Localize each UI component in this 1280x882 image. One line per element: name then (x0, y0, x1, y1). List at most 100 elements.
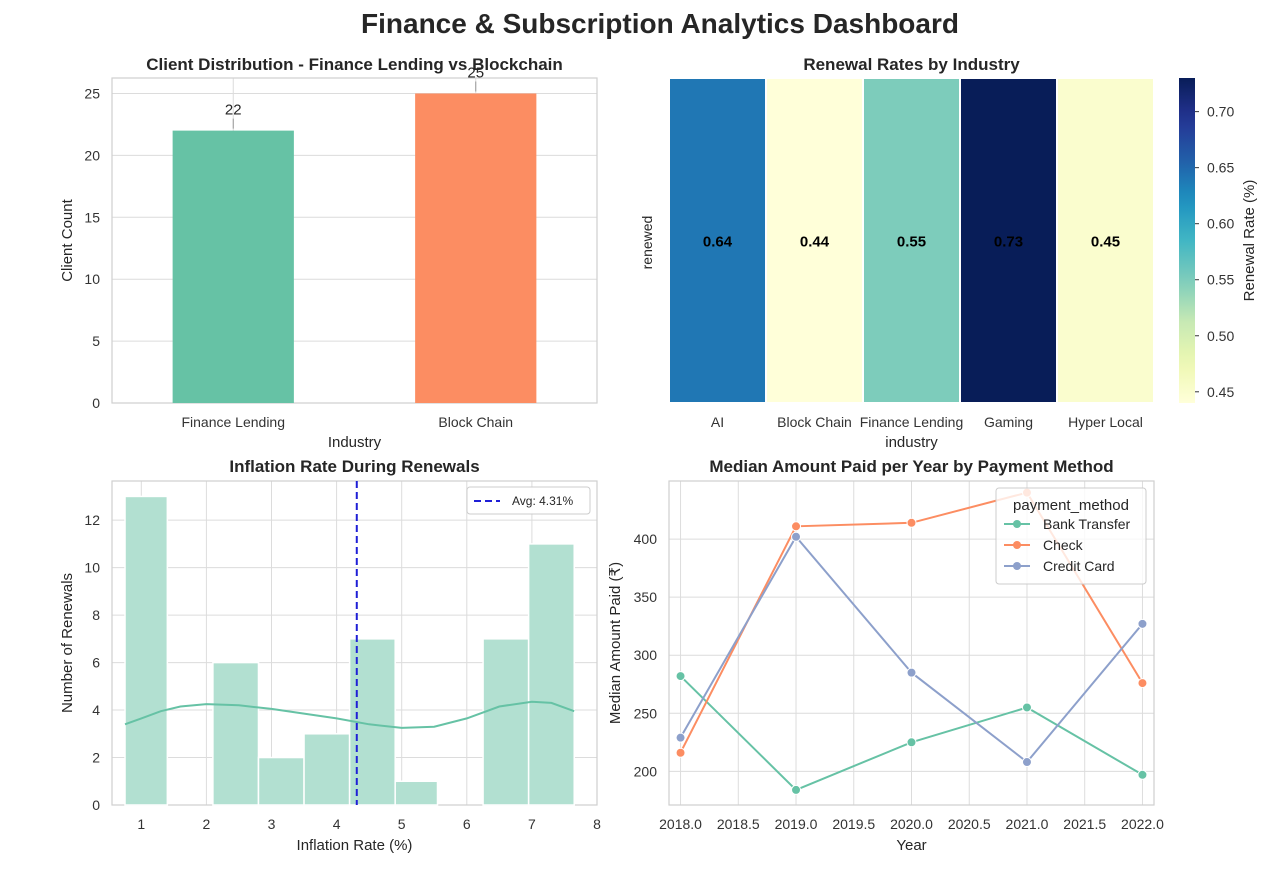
legend-label: Check (1043, 537, 1084, 553)
heatmap-cell (1056, 77, 1155, 404)
x-tick-label: 5 (398, 816, 406, 832)
y-tick-label: 200 (634, 763, 658, 779)
legend-label: Avg: 4.31% (512, 494, 573, 508)
x-axis-label: Year (896, 837, 926, 854)
histogram-bar (394, 780, 439, 806)
legend-label: Bank Transfer (1043, 516, 1130, 532)
x-tick-label: 1 (137, 816, 145, 832)
data-point (791, 784, 802, 795)
x-tick-label: 8 (593, 816, 601, 832)
x-tick-label: Hyper Local (1068, 414, 1143, 430)
data-point (675, 732, 686, 743)
colorbar-label: Renewal Rate (%) (1241, 180, 1258, 302)
plot-frame (668, 480, 1155, 806)
histogram-bar (482, 638, 530, 806)
legend-marker-dot (1013, 541, 1021, 549)
data-point (675, 671, 686, 682)
colorbar-tick-label: 0.50 (1207, 328, 1234, 344)
x-tick-label: 2020.5 (948, 816, 991, 832)
kde-line (124, 700, 575, 729)
cell-value-label: 0.55 (897, 234, 926, 251)
heatmap-cell (765, 77, 864, 404)
x-tick-label: Block Chain (777, 414, 852, 430)
y-tick-label: 25 (84, 85, 100, 101)
heatmap-cell (862, 77, 961, 404)
y-tick-label: 300 (634, 647, 658, 663)
plot-frame (111, 77, 598, 404)
data-point (1137, 769, 1148, 780)
colorbar-tick-label: 0.70 (1207, 104, 1234, 120)
legend-box (995, 487, 1147, 585)
x-tick-label: 2 (202, 816, 210, 832)
bar-data-label: 25 (467, 64, 484, 81)
legend-marker-dot (1013, 562, 1021, 570)
y-tick-label: 6 (92, 655, 100, 671)
legend-title: payment_method (1013, 497, 1129, 514)
bar (415, 93, 537, 403)
colorbar-tick-label: 0.60 (1207, 216, 1234, 232)
colorbar-tick-label: 0.45 (1207, 384, 1234, 400)
bar (172, 130, 294, 403)
x-tick-label: Block Chain (438, 414, 513, 430)
histogram-bar (257, 756, 305, 806)
y-tick-label: 400 (634, 531, 658, 547)
x-tick-label: 6 (463, 816, 471, 832)
x-tick-label: Finance Lending (181, 414, 285, 430)
x-axis-label: Industry (328, 434, 382, 451)
histogram-bar (124, 495, 169, 806)
x-axis-label: industry (885, 434, 938, 451)
data-point (1021, 702, 1032, 713)
colorbar (1179, 78, 1195, 403)
x-tick-label: Finance Lending (860, 414, 964, 430)
colorbar-tick-label: 0.55 (1207, 272, 1234, 288)
renewal-heatmap-chart: 0.64 AI 0.44 Block Chain 0.55 Finance Lending… (639, 55, 1258, 451)
x-tick-label: 2022.0 (1121, 816, 1164, 832)
legend: payment_method Bank Transfer Check Credit C… (995, 487, 1147, 585)
heatmap-cell (668, 77, 767, 404)
bar-data-label: 22 (225, 102, 242, 119)
x-tick-label: Gaming (984, 414, 1033, 430)
x-tick-label: 4 (333, 816, 341, 832)
cell-value-label: 0.73 (994, 234, 1023, 251)
data-point (906, 517, 917, 528)
cell-value-label: 0.44 (800, 234, 830, 251)
y-tick-label: 12 (84, 512, 100, 528)
data-point (1021, 757, 1032, 768)
x-tick-label: 3 (268, 816, 276, 832)
chart-title: Inflation Rate During Renewals (229, 457, 479, 476)
median-amount-line-chart: 200 250 300 350 400 2018.0 2018.5 2019.0 2019.5 2… (607, 457, 1164, 854)
x-tick-label: 2021.0 (1006, 816, 1049, 832)
y-tick-label: 20 (84, 147, 100, 163)
data-point (906, 737, 917, 748)
legend-marker-dot (1013, 520, 1021, 528)
y-tick-label: 0 (92, 395, 100, 411)
cell-value-label: 0.45 (1091, 234, 1120, 251)
y-axis-label: Number of Renewals (59, 573, 76, 713)
histogram-bar (303, 733, 351, 806)
chart-title: Renewal Rates by Industry (803, 55, 1020, 74)
y-tick-label: 10 (84, 560, 100, 576)
data-point (1137, 678, 1148, 689)
y-tick-label: 0 (92, 797, 100, 813)
y-tick-label: 2 (92, 750, 100, 766)
x-tick-label: 2020.0 (890, 816, 933, 832)
x-axis-label: Inflation Rate (%) (297, 837, 413, 854)
chart-title: Median Amount Paid per Year by Payment M… (709, 457, 1113, 476)
legend-label: Credit Card (1043, 558, 1115, 574)
dashboard-title: Finance & Subscription Analytics Dashboa… (361, 8, 959, 39)
legend-box (466, 486, 591, 515)
y-tick-label: 8 (92, 607, 100, 623)
y-tick-label: 10 (84, 271, 100, 287)
x-tick-label: 2018.0 (659, 816, 702, 832)
cell-value-label: 0.64 (703, 234, 733, 251)
x-tick-label: 2019.5 (832, 816, 875, 832)
legend: Avg: 4.31% (466, 486, 591, 515)
heatmap-cell (959, 77, 1058, 404)
y-tick-label: 4 (92, 702, 100, 718)
x-tick-label: 7 (528, 816, 536, 832)
colorbar-tick-label: 0.65 (1207, 160, 1234, 176)
y-axis-label: Client Count (59, 198, 76, 281)
x-tick-label: 2018.5 (717, 816, 760, 832)
x-tick-label: 2019.0 (775, 816, 818, 832)
